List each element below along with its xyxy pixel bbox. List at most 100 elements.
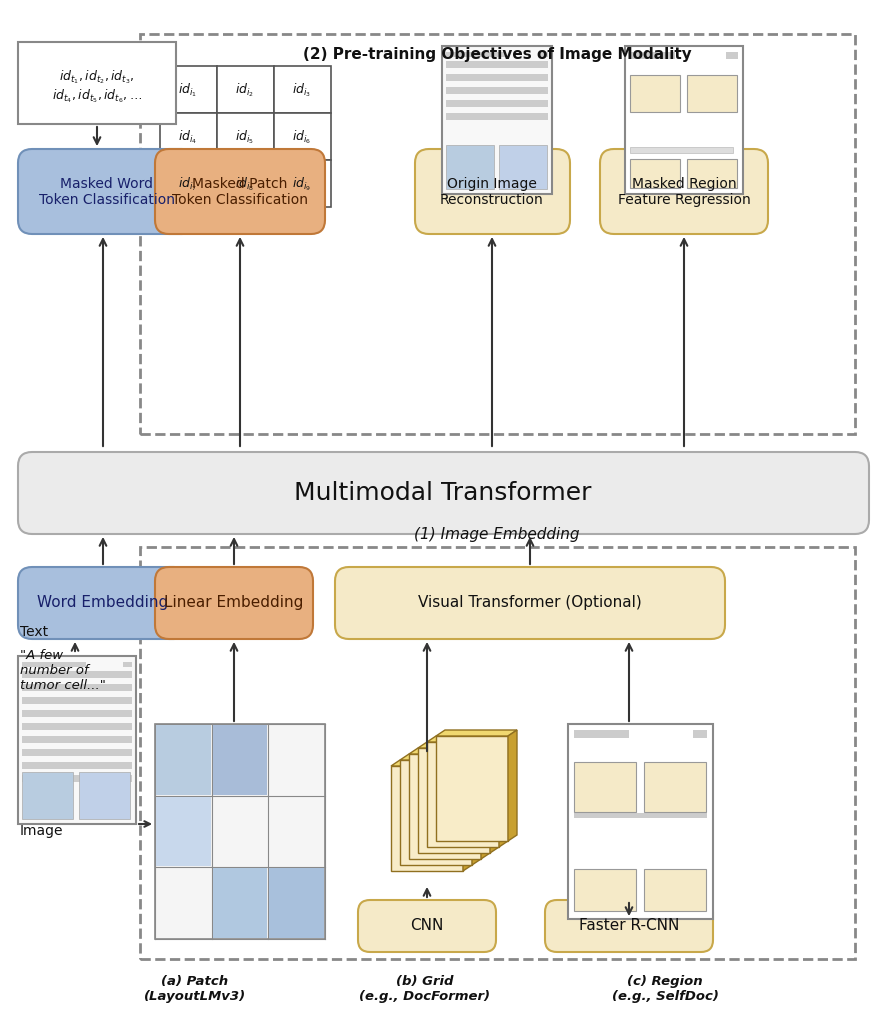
Bar: [274, 66, 330, 113]
Polygon shape: [426, 736, 508, 742]
Polygon shape: [489, 742, 499, 853]
Bar: [446, 145, 494, 189]
FancyBboxPatch shape: [18, 567, 188, 639]
FancyBboxPatch shape: [335, 567, 724, 639]
Bar: [687, 75, 736, 112]
Bar: [22, 684, 132, 691]
Polygon shape: [391, 760, 471, 766]
Text: $id_{i_9}$: $id_{i_9}$: [292, 175, 311, 193]
Bar: [499, 145, 547, 189]
FancyBboxPatch shape: [155, 567, 313, 639]
Text: $id_{i_8}$: $id_{i_8}$: [235, 175, 254, 193]
Bar: [625, 46, 742, 194]
Polygon shape: [436, 730, 517, 736]
Bar: [159, 66, 217, 113]
Bar: [217, 113, 274, 160]
Bar: [417, 748, 489, 853]
Text: Visual Transformer (Optional): Visual Transformer (Optional): [417, 596, 641, 610]
Text: Masked Patch
Token Classification: Masked Patch Token Classification: [172, 177, 307, 207]
Bar: [573, 869, 635, 911]
FancyBboxPatch shape: [358, 900, 495, 952]
Polygon shape: [471, 754, 480, 865]
Text: (2) Pre-training Objectives of Image Modality: (2) Pre-training Objectives of Image Mod…: [302, 47, 690, 62]
Bar: [18, 42, 175, 124]
Bar: [22, 662, 86, 667]
Bar: [156, 725, 211, 795]
Text: $id_{i_7}$: $id_{i_7}$: [178, 175, 198, 193]
Bar: [159, 160, 217, 207]
Bar: [22, 671, 132, 678]
Bar: [140, 547, 854, 959]
Text: $id_{t_1}, id_{t_2}, id_{t_3},$: $id_{t_1}, id_{t_2}, id_{t_3},$: [59, 68, 135, 86]
Polygon shape: [508, 730, 517, 841]
Text: "A few
number of
tumor cell...": "A few number of tumor cell...": [20, 649, 105, 692]
Bar: [155, 724, 324, 939]
Bar: [400, 760, 471, 865]
Text: (c) Region
(e.g., SelfDoc): (c) Region (e.g., SelfDoc): [610, 975, 718, 1002]
Polygon shape: [480, 748, 489, 859]
FancyBboxPatch shape: [18, 150, 196, 234]
FancyBboxPatch shape: [18, 452, 868, 534]
FancyBboxPatch shape: [155, 150, 324, 234]
Bar: [441, 46, 551, 194]
Bar: [22, 762, 132, 769]
Bar: [22, 697, 132, 705]
Bar: [629, 159, 680, 188]
Text: Masked Region
Feature Regression: Masked Region Feature Regression: [617, 177, 750, 207]
Text: Origin Image
Reconstruction: Origin Image Reconstruction: [439, 177, 543, 207]
Bar: [79, 772, 130, 819]
Bar: [629, 75, 680, 112]
Bar: [643, 762, 705, 812]
Bar: [269, 868, 323, 938]
Text: Text: Text: [20, 625, 48, 639]
Text: Linear Embedding: Linear Embedding: [164, 596, 303, 610]
Text: (a) Patch
(LayoutLMv3): (a) Patch (LayoutLMv3): [144, 975, 245, 1002]
Text: $id_{i_4}$: $id_{i_4}$: [178, 128, 198, 145]
Text: $id_{i_1}$: $id_{i_1}$: [178, 81, 198, 98]
Bar: [274, 113, 330, 160]
Bar: [22, 723, 132, 730]
Text: Image: Image: [20, 824, 64, 838]
Bar: [213, 868, 267, 938]
Text: $id_{i_6}$: $id_{i_6}$: [292, 128, 311, 145]
Text: $id_{i_5}$: $id_{i_5}$: [235, 128, 254, 145]
Bar: [725, 52, 737, 59]
Bar: [573, 813, 706, 818]
Bar: [123, 662, 132, 667]
Text: Word Embedding: Word Embedding: [37, 596, 168, 610]
Bar: [687, 159, 736, 188]
Bar: [446, 113, 548, 120]
Bar: [446, 74, 548, 81]
Bar: [446, 100, 548, 106]
Text: Multimodal Transformer: Multimodal Transformer: [294, 481, 591, 505]
Polygon shape: [462, 760, 471, 871]
Text: (1) Image Embedding: (1) Image Embedding: [414, 527, 579, 543]
Bar: [217, 66, 274, 113]
Bar: [629, 52, 674, 59]
Bar: [156, 797, 211, 866]
Bar: [692, 730, 706, 738]
Text: Masked Word
Token Classification: Masked Word Token Classification: [39, 177, 175, 207]
Text: $id_{i_2}$: $id_{i_2}$: [235, 81, 254, 98]
Bar: [159, 113, 217, 160]
FancyBboxPatch shape: [599, 150, 767, 234]
Polygon shape: [417, 742, 499, 748]
Bar: [573, 730, 628, 738]
Bar: [539, 52, 548, 57]
Bar: [140, 34, 854, 434]
Bar: [446, 87, 548, 94]
Bar: [217, 160, 274, 207]
Bar: [22, 736, 132, 743]
Bar: [18, 656, 136, 824]
Polygon shape: [400, 754, 480, 760]
FancyBboxPatch shape: [544, 900, 712, 952]
Polygon shape: [408, 748, 489, 754]
Text: Faster R-CNN: Faster R-CNN: [579, 919, 679, 934]
Text: (b) Grid
(e.g., DocFormer): (b) Grid (e.g., DocFormer): [359, 975, 490, 1002]
Text: $id_{t_4}, id_{t_5}, id_{t_6}, \ldots$: $id_{t_4}, id_{t_5}, id_{t_6}, \ldots$: [52, 87, 142, 104]
Bar: [446, 52, 505, 57]
Bar: [22, 749, 132, 756]
FancyBboxPatch shape: [415, 150, 570, 234]
Bar: [22, 710, 132, 717]
Bar: [274, 160, 330, 207]
